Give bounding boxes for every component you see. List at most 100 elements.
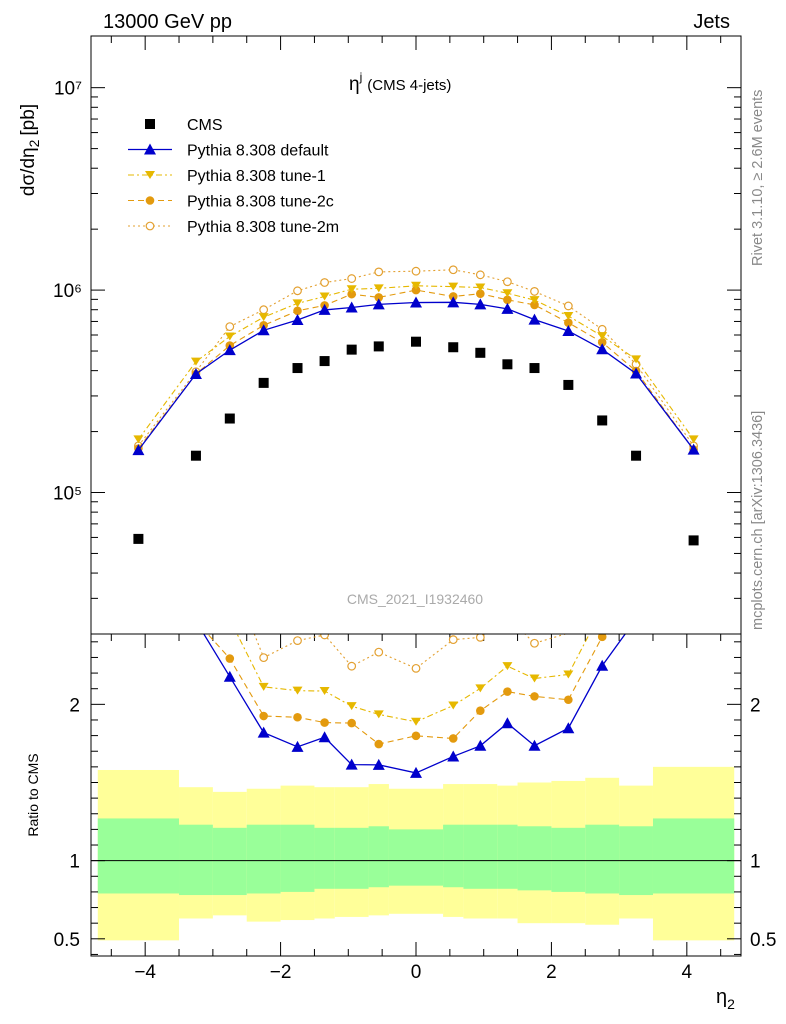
ratio-y-label: Ratio to CMS bbox=[25, 753, 41, 836]
data-point-tune1 bbox=[448, 282, 459, 291]
legend-marker-default bbox=[144, 143, 156, 155]
y-tick-label: 10⁷ bbox=[54, 79, 82, 100]
ratio-line-tune1 bbox=[236, 634, 590, 723]
svg-text:dσ/dη2[pb]: dσ/dη2[pb] bbox=[18, 104, 42, 196]
data-point-default bbox=[223, 344, 236, 356]
data-point-cms bbox=[258, 377, 269, 388]
data-point-cms bbox=[631, 450, 642, 461]
data-point-default bbox=[372, 298, 385, 310]
ratio-point-default bbox=[318, 731, 331, 743]
data-point-cms bbox=[529, 363, 540, 374]
ratio-point-tune2m bbox=[259, 653, 269, 663]
ratio-band-inner bbox=[334, 827, 369, 889]
ratio-point-tune2c bbox=[597, 634, 607, 642]
series-tune1 bbox=[133, 281, 699, 444]
ratio-point-tune1 bbox=[258, 682, 269, 691]
x-tick-label: 0 bbox=[411, 962, 422, 983]
data-point-default bbox=[132, 444, 145, 456]
ratio-point-tune1 bbox=[346, 702, 357, 711]
ratio-point-default bbox=[562, 722, 575, 734]
ratio-point-tune1 bbox=[319, 687, 330, 696]
ratio-y-tick-label-right: 1 bbox=[750, 852, 761, 873]
legend-item-tune2c: Pythia 8.308 tune-2c bbox=[128, 194, 334, 211]
data-point-cms bbox=[475, 347, 486, 358]
ratio-point-tune2c bbox=[293, 712, 302, 722]
data-point-tune1 bbox=[688, 435, 699, 444]
series-tune2c bbox=[134, 285, 698, 454]
x-tick-label: −4 bbox=[134, 962, 156, 983]
legend-marker-tune2m bbox=[145, 221, 155, 231]
data-point-tune1 bbox=[133, 435, 144, 444]
ratio-point-tune2c bbox=[476, 706, 485, 716]
header-left: 13000 GeV pp bbox=[103, 11, 232, 33]
ratio-y-tick-label-right: 2 bbox=[750, 695, 761, 716]
ratio-point-tune2m bbox=[448, 635, 458, 645]
data-point-tune1 bbox=[475, 283, 486, 292]
data-point-cms bbox=[411, 336, 421, 347]
data-point-tune1 bbox=[502, 289, 513, 298]
data-point-tune2c bbox=[530, 300, 539, 310]
data-point-tune2c bbox=[411, 285, 421, 295]
data-point-tune2m bbox=[411, 266, 421, 276]
ratio-point-tune1 bbox=[502, 662, 513, 671]
data-point-tune2c bbox=[374, 293, 384, 302]
ratio-point-tune1 bbox=[411, 717, 421, 726]
series-line-tune2m bbox=[137, 269, 695, 447]
ratio-point-tune1 bbox=[292, 686, 303, 695]
ratio-point-default bbox=[474, 739, 487, 751]
data-point-tune1 bbox=[597, 332, 608, 341]
ratio-point-tune1 bbox=[563, 670, 574, 679]
data-point-cms bbox=[563, 379, 574, 390]
ratio-band-inner bbox=[179, 824, 213, 896]
data-point-tune1 bbox=[563, 311, 574, 320]
ratio-point-default bbox=[257, 726, 270, 738]
series-tune2m bbox=[133, 265, 699, 451]
data-point-default bbox=[345, 301, 358, 313]
data-point-tune2c bbox=[503, 295, 512, 305]
series-line-tune1 bbox=[137, 285, 695, 440]
ratio-point-default bbox=[596, 659, 609, 671]
ratio-y-tick-label: 2 bbox=[69, 695, 80, 716]
data-point-default bbox=[410, 296, 422, 308]
data-point-tune1 bbox=[529, 296, 540, 305]
ratio-point-default bbox=[528, 739, 541, 751]
legend-item-tune1: Pythia 8.308 tune-1 bbox=[128, 168, 326, 185]
data-point-tune2m bbox=[374, 267, 384, 277]
ratio-band-inner bbox=[497, 824, 518, 889]
ratio-plot-frame bbox=[90, 633, 742, 957]
data-point-tune2m bbox=[225, 322, 235, 332]
ratio-point-tune2c bbox=[503, 687, 512, 696]
data-point-default bbox=[474, 298, 487, 310]
data-point-cms bbox=[346, 344, 357, 355]
svg-text:ηj(CMS 4-jets): ηj (CMS 4-jets) bbox=[349, 70, 451, 95]
ratio-y-tick-label: 1 bbox=[69, 852, 80, 873]
x-axis-label: η2 bbox=[716, 986, 735, 1012]
legend-label-cms: CMS bbox=[187, 117, 223, 134]
data-point-tune2m bbox=[530, 287, 539, 296]
ratio-point-tune2m bbox=[475, 634, 485, 642]
data-point-default bbox=[257, 324, 270, 336]
axes-ticks: −4 −2 0 2 4 10⁵ 10⁶ 10⁷ 0.5 0.5 1 1 2 2 bbox=[53, 36, 776, 983]
y-axis-label: dσ/dη2[pb] bbox=[18, 104, 42, 196]
ratio-point-tune2c bbox=[564, 695, 573, 705]
data-point-tune1 bbox=[411, 281, 421, 290]
series-default bbox=[132, 296, 700, 456]
ratio-line-tune2c bbox=[206, 634, 607, 745]
ratio-point-tune2m bbox=[347, 661, 357, 671]
ratio-point-tune2c bbox=[320, 718, 329, 727]
ratio-y-tick-label: 0.5 bbox=[54, 930, 80, 951]
ratio-point-tune2c bbox=[448, 734, 458, 743]
ratio-line-tune2m bbox=[253, 634, 568, 669]
series-layer bbox=[132, 265, 700, 546]
legend-item-default: Pythia 8.308 default bbox=[128, 143, 329, 160]
x-tick-label: 2 bbox=[546, 962, 557, 983]
ratio-series-tune1 bbox=[236, 634, 590, 726]
plot-frames bbox=[90, 35, 742, 957]
analysis-id: CMS_2021_I1932460 bbox=[347, 591, 483, 607]
data-point-default bbox=[630, 367, 643, 379]
ratio-point-default bbox=[410, 766, 422, 778]
data-point-tune1 bbox=[373, 284, 384, 293]
y-tick-label: 10⁶ bbox=[53, 281, 82, 302]
ratio-point-tune2m bbox=[320, 634, 329, 640]
